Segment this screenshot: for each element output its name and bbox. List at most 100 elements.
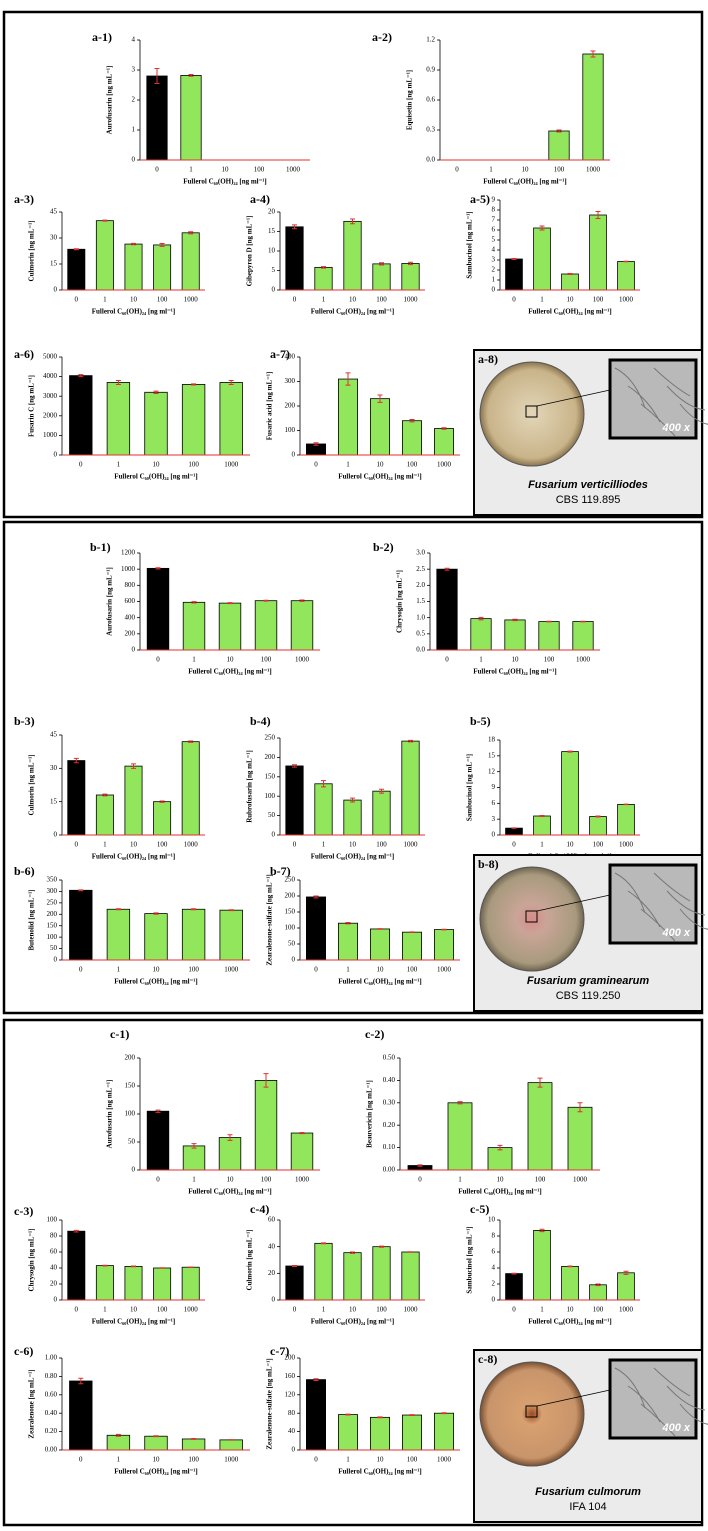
error-bar — [345, 372, 351, 386]
x-axis-label: Fullerol C₆₀(OH)₂₄ [ng ml⁻¹] — [188, 1188, 271, 1196]
hypha — [614, 872, 646, 914]
x-axis-label: Fullerol C₆₀(OH)₂₄ [ng ml⁻¹] — [311, 308, 394, 316]
x-tick-label: 1 — [322, 841, 326, 849]
y-tick-label: 0.20 — [383, 1121, 396, 1129]
y-tick-label: 12 — [488, 767, 496, 775]
zoom-line — [536, 389, 611, 407]
bar — [95, 794, 114, 836]
error-bar — [228, 1439, 234, 1441]
y-tick-label: 100 — [285, 426, 296, 434]
error-bar — [350, 797, 355, 803]
hypha — [640, 403, 676, 437]
error-bar — [313, 1378, 319, 1382]
x-tick-label: 0 — [512, 1306, 516, 1314]
bar — [153, 801, 172, 836]
error-bar — [102, 219, 108, 222]
y-tick-label: 9 — [492, 783, 496, 791]
x-tick-label: 1000 — [224, 1456, 239, 1464]
x-tick-label: 100 — [407, 966, 418, 974]
bar — [372, 1246, 391, 1301]
x-tick-label: 1000 — [619, 841, 634, 849]
x-tick-label: 10 — [567, 1306, 575, 1314]
bar — [337, 922, 358, 961]
y-tick-label: 50 — [50, 944, 58, 952]
error-bar — [73, 757, 79, 764]
y-tick-label: 0 — [54, 956, 58, 964]
y-axis-label: Aurofusarin [ng mL⁻¹] — [106, 66, 114, 135]
y-tick-label: 300 — [285, 377, 296, 385]
bar — [144, 1435, 168, 1451]
bar — [505, 1273, 523, 1301]
x-tick-label: 1 — [103, 1306, 107, 1314]
x-tick-label: 100 — [407, 1456, 418, 1464]
y-tick-label: 4000 — [43, 372, 58, 380]
bar — [538, 621, 560, 651]
bar — [343, 220, 362, 291]
panel-label: a-6) — [14, 347, 34, 361]
panel-label: b-2) — [373, 540, 394, 554]
x-tick-label: 100 — [593, 1306, 604, 1314]
bar — [527, 1082, 553, 1171]
hypha — [666, 385, 706, 411]
x-tick-label: 0 — [314, 1456, 318, 1464]
bar — [182, 601, 206, 651]
error-bar — [377, 928, 383, 930]
x-tick-label: 0 — [79, 461, 83, 469]
x-tick-label: 1000 — [573, 1176, 588, 1184]
x-tick-label: 10 — [522, 166, 530, 174]
x-tick-label: 1 — [489, 166, 493, 174]
bar — [285, 765, 304, 836]
y-tick-label: 1200 — [121, 549, 136, 557]
error-bar — [131, 763, 136, 769]
error-bar — [227, 602, 233, 605]
y-tick-label: 0.40 — [383, 1076, 396, 1084]
y-axis-label: Beauvericin [ng mL⁻¹] — [366, 1080, 374, 1148]
x-tick-label: 0 — [75, 1306, 79, 1314]
error-bar — [595, 815, 601, 818]
x-tick-label: 1000 — [404, 296, 419, 304]
error-bar — [377, 394, 383, 403]
x-tick-label: 0 — [314, 966, 318, 974]
x-tick-label: 1 — [458, 1176, 462, 1184]
y-axis-label: Sambucinol [ng mL⁻¹] — [466, 211, 474, 278]
error-bar — [511, 1272, 517, 1275]
y-tick-label: 200 — [285, 1354, 296, 1362]
bar — [561, 1266, 579, 1301]
x-tick-label: 1 — [117, 461, 121, 469]
x-tick-label: 0 — [79, 1456, 83, 1464]
y-tick-label: 0.0 — [416, 646, 425, 654]
error-bar — [78, 1377, 84, 1385]
y-tick-label: 15 — [50, 260, 58, 268]
error-bar — [457, 1101, 463, 1105]
x-tick-label: 10 — [130, 841, 138, 849]
error-bar — [78, 889, 84, 892]
bar — [254, 1080, 278, 1171]
x-tick-label: 10 — [130, 296, 138, 304]
error-bar — [321, 780, 326, 788]
x-tick-label: 1 — [322, 1306, 326, 1314]
y-tick-label: 50 — [128, 1138, 136, 1146]
x-tick-label: 1000 — [286, 166, 301, 174]
bar — [369, 928, 390, 961]
x-tick-label: 100 — [544, 656, 555, 664]
bar — [505, 827, 523, 836]
y-tick-label: 2 — [492, 266, 496, 274]
bar — [401, 420, 422, 456]
zoom-marker — [525, 405, 538, 418]
x-tick-label: 1000 — [224, 461, 239, 469]
error-bar — [590, 50, 596, 58]
error-bar — [546, 620, 552, 623]
x-tick-label: 1000 — [295, 1176, 310, 1184]
y-tick-label: 160 — [285, 1372, 296, 1380]
error-bar — [115, 908, 121, 911]
y-axis-label: Zearalenone [ng mL⁻¹] — [28, 1369, 36, 1438]
panel-label: c-7) — [270, 1344, 289, 1358]
y-axis-label: Rubrofusarin [ng mL⁻¹] — [246, 750, 254, 823]
y-axis-label: Chrysogin [ng mL⁻¹] — [28, 1229, 36, 1292]
hypha — [653, 367, 691, 397]
strain-id: IFA 104 — [569, 1501, 606, 1513]
y-tick-label: 0.3 — [426, 126, 435, 134]
bar — [401, 263, 420, 291]
error-bar — [409, 1414, 415, 1416]
